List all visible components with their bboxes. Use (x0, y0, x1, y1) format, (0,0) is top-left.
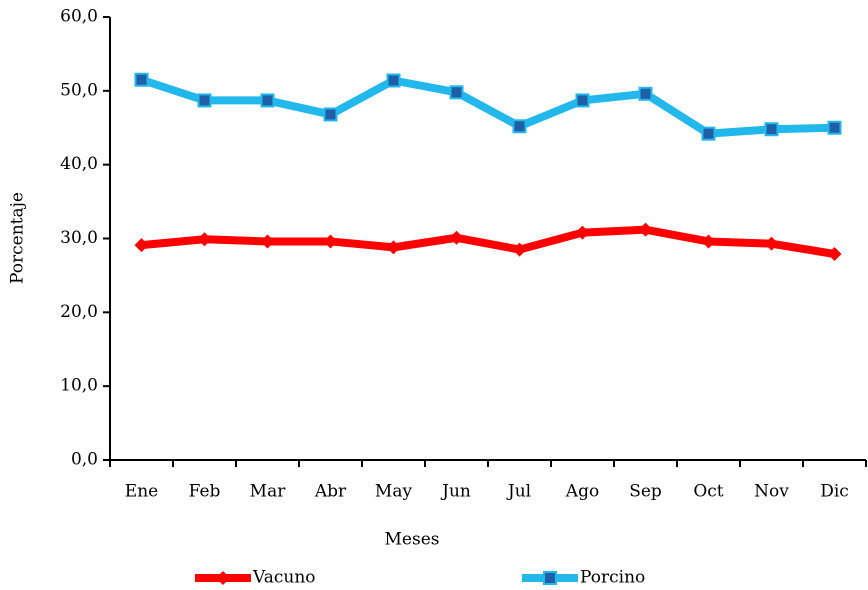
y-tick-label: 50,0 (60, 80, 98, 100)
x-tick-label: May (375, 482, 413, 502)
data-point (260, 93, 275, 108)
data-point (134, 72, 149, 87)
data-point (323, 107, 338, 122)
data-point (134, 238, 149, 253)
data-point (512, 119, 527, 134)
legend-marker (543, 571, 557, 585)
legend-label: Porcino (580, 568, 645, 588)
y-tick-label: 30,0 (60, 228, 98, 248)
data-point (827, 120, 842, 135)
data-point (449, 230, 464, 245)
series-line (140, 75, 835, 138)
data-point (764, 236, 779, 251)
data-point (512, 242, 527, 257)
x-tick-label: Mar (250, 482, 287, 502)
legend-marker (216, 571, 230, 585)
data-point (827, 247, 842, 262)
y-tick-label: 40,0 (60, 154, 98, 174)
data-point (638, 222, 653, 237)
x-tick-label: Oct (693, 482, 723, 502)
y-tick-label: 60,0 (60, 7, 98, 27)
data-point (638, 86, 653, 101)
y-axis-label: Porcentaje (8, 192, 28, 284)
x-tick-label: Ago (565, 482, 599, 502)
data-point (449, 85, 464, 100)
y-tick-label: 10,0 (60, 376, 98, 396)
data-point (323, 234, 338, 249)
x-tick-label: Ene (125, 482, 158, 502)
y-tick-label: 0,0 (71, 450, 98, 470)
data-point (386, 73, 401, 88)
data-point (575, 93, 590, 108)
x-tick-label: Jul (506, 482, 531, 502)
data-point (764, 122, 779, 137)
series-line (141, 225, 836, 258)
data-point (701, 126, 716, 141)
data-point (197, 93, 212, 108)
y-tick-label: 20,0 (60, 302, 98, 322)
x-axis-label: Meses (385, 530, 440, 550)
data-point (701, 234, 716, 249)
x-tick-label: Abr (314, 482, 347, 502)
x-tick-label: Dic (820, 482, 849, 502)
data-point (386, 240, 401, 255)
x-tick-label: Feb (189, 482, 221, 502)
data-point (260, 234, 275, 249)
x-tick-label: Sep (629, 482, 662, 502)
legend-label: Vacuno (252, 568, 316, 588)
data-point (575, 225, 590, 240)
x-tick-label: Jun (440, 482, 471, 502)
x-tick-label: Nov (754, 482, 789, 502)
data-point (197, 232, 212, 247)
